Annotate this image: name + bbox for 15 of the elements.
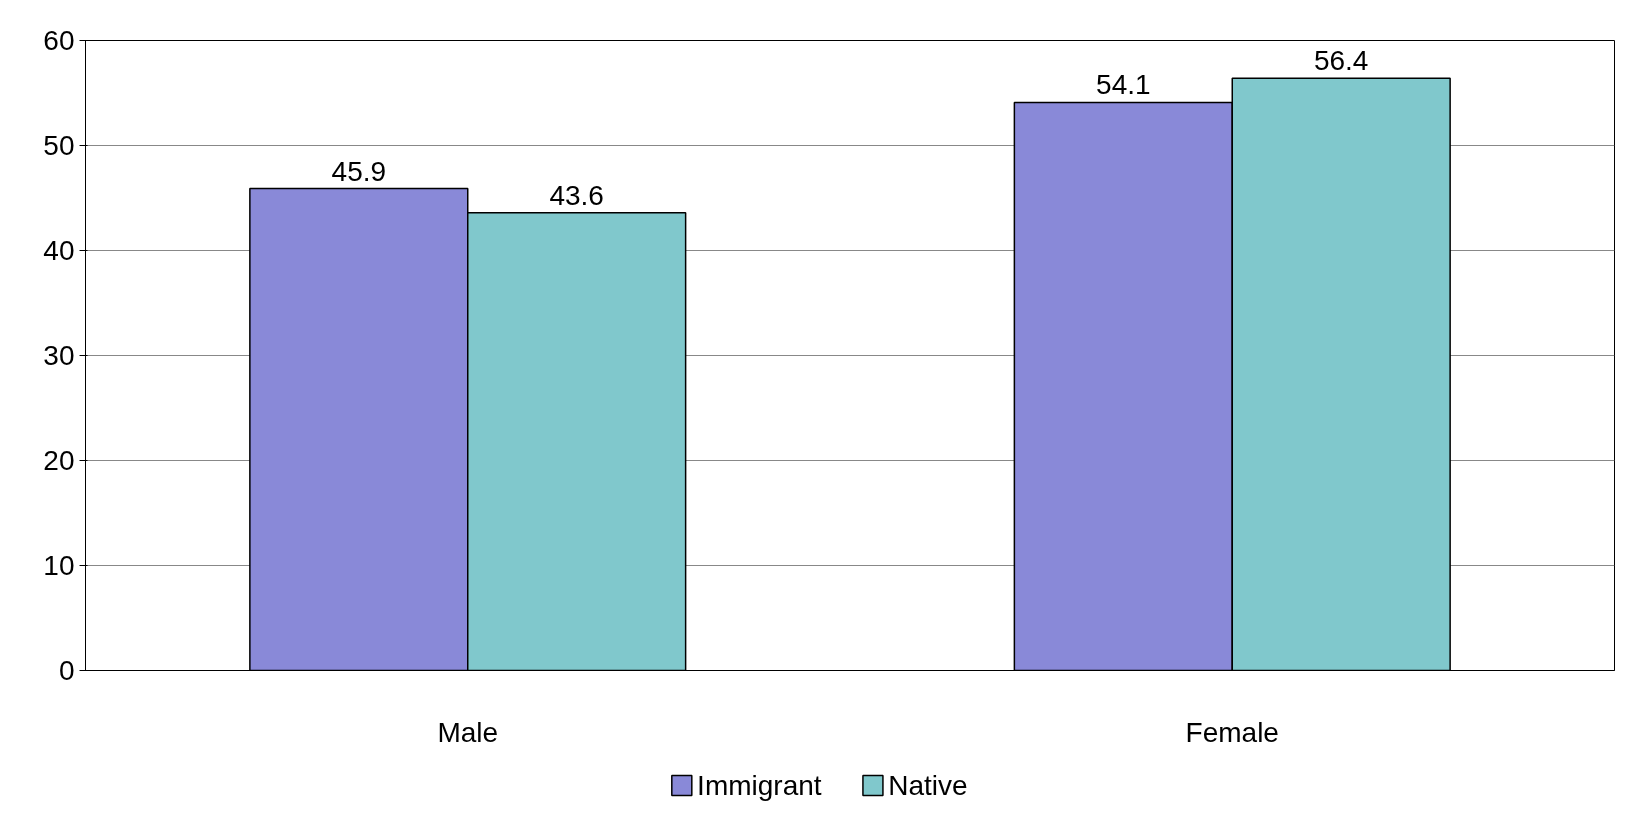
- y-tick-label: 20: [43, 445, 75, 476]
- x-tick-label: Female: [1185, 716, 1279, 748]
- data-label: 43.6: [549, 179, 604, 211]
- legend-label: Immigrant: [697, 770, 822, 801]
- y-tick-label: 30: [43, 340, 75, 371]
- y-tick-label: 50: [43, 130, 75, 161]
- y-tick-label: 40: [43, 235, 75, 266]
- y-tick-label: 60: [43, 25, 75, 56]
- y-tick-label: 10: [43, 550, 75, 581]
- legend-label: Native: [888, 770, 968, 801]
- data-label: 54.1: [1096, 69, 1151, 101]
- data-label: 56.4: [1313, 45, 1369, 77]
- x-tick-label: Male: [437, 716, 499, 748]
- y-tick-label: 0: [58, 655, 75, 686]
- data-label: 45.9: [331, 155, 387, 187]
